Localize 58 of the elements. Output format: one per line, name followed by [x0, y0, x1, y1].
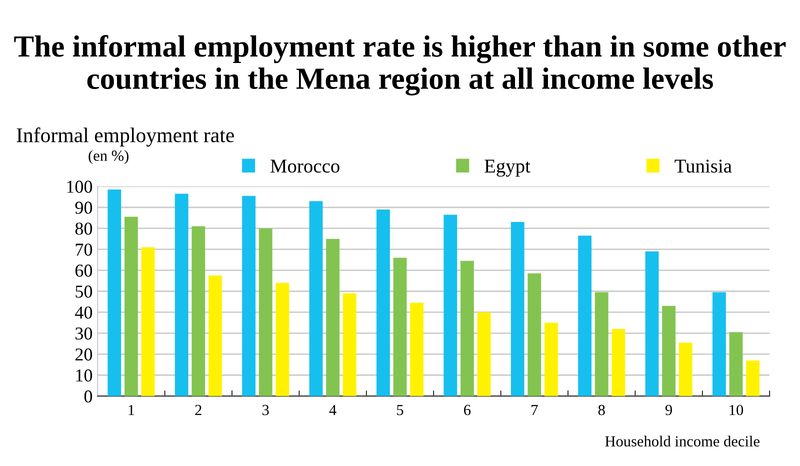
bar: [309, 201, 323, 396]
bar: [746, 360, 760, 396]
bar: [712, 292, 726, 396]
y-tick-label: 0: [84, 390, 92, 403]
x-axis-title: Household income decile: [605, 436, 760, 447]
legend-label: Tunisia: [674, 160, 732, 173]
legend-label: Morocco: [270, 160, 340, 173]
y-tick-label: 90: [75, 202, 92, 214]
y-tick-label: 70: [76, 244, 92, 256]
bar: [477, 312, 491, 396]
bar: [141, 247, 155, 396]
x-tick-label: 5: [397, 405, 404, 416]
bar: [678, 342, 692, 396]
bar: [594, 292, 608, 396]
bar: [460, 260, 474, 396]
bar: [662, 306, 676, 396]
bar: [276, 282, 290, 396]
y-tick-label: 30: [76, 327, 92, 340]
x-tick-label: 4: [329, 404, 336, 416]
bar: [108, 190, 122, 396]
bar: [242, 196, 256, 396]
bar: [544, 322, 558, 396]
bar: [729, 332, 743, 396]
bar: [124, 216, 138, 396]
x-tick-label: 7: [532, 405, 538, 416]
bar: [208, 276, 222, 396]
bar: [510, 222, 524, 396]
bar: [326, 238, 340, 396]
x-tick-label: 2: [195, 404, 202, 416]
bar: [612, 328, 626, 396]
bar: [342, 293, 356, 396]
y-tick-label: 100: [67, 180, 92, 193]
x-tick-label: 3: [262, 404, 269, 416]
bar: [444, 214, 458, 396]
y-tick-label: 80: [75, 222, 92, 235]
bar: [258, 228, 272, 396]
bar: [393, 258, 407, 396]
bar: [645, 251, 659, 396]
x-tick-label: 9: [665, 404, 672, 416]
y-tick-label: 20: [75, 348, 92, 361]
bar: [578, 236, 592, 396]
y-axis-title: Informal employment rate: [16, 127, 234, 147]
y-tick-label: 60: [75, 264, 92, 277]
bar: [410, 302, 424, 396]
y-tick-label: 10: [76, 369, 92, 382]
x-tick-label: 8: [598, 404, 605, 416]
legend-label: Egypt: [484, 160, 530, 177]
y-tick-label: 50: [76, 286, 92, 298]
x-tick-label: 10: [730, 404, 744, 416]
bar: [174, 194, 188, 396]
bar: [192, 226, 206, 396]
bar: [376, 209, 390, 396]
bar: [528, 273, 542, 396]
x-tick-label: 6: [464, 404, 471, 416]
chart-subtitle: (en %): [88, 150, 128, 164]
x-tick-label: 1: [128, 404, 134, 416]
chart-title: The informal employment rate is higher than in some other countries in the Mena region at all income levels: [14, 35, 786, 96]
y-tick-label: 40: [75, 306, 92, 319]
